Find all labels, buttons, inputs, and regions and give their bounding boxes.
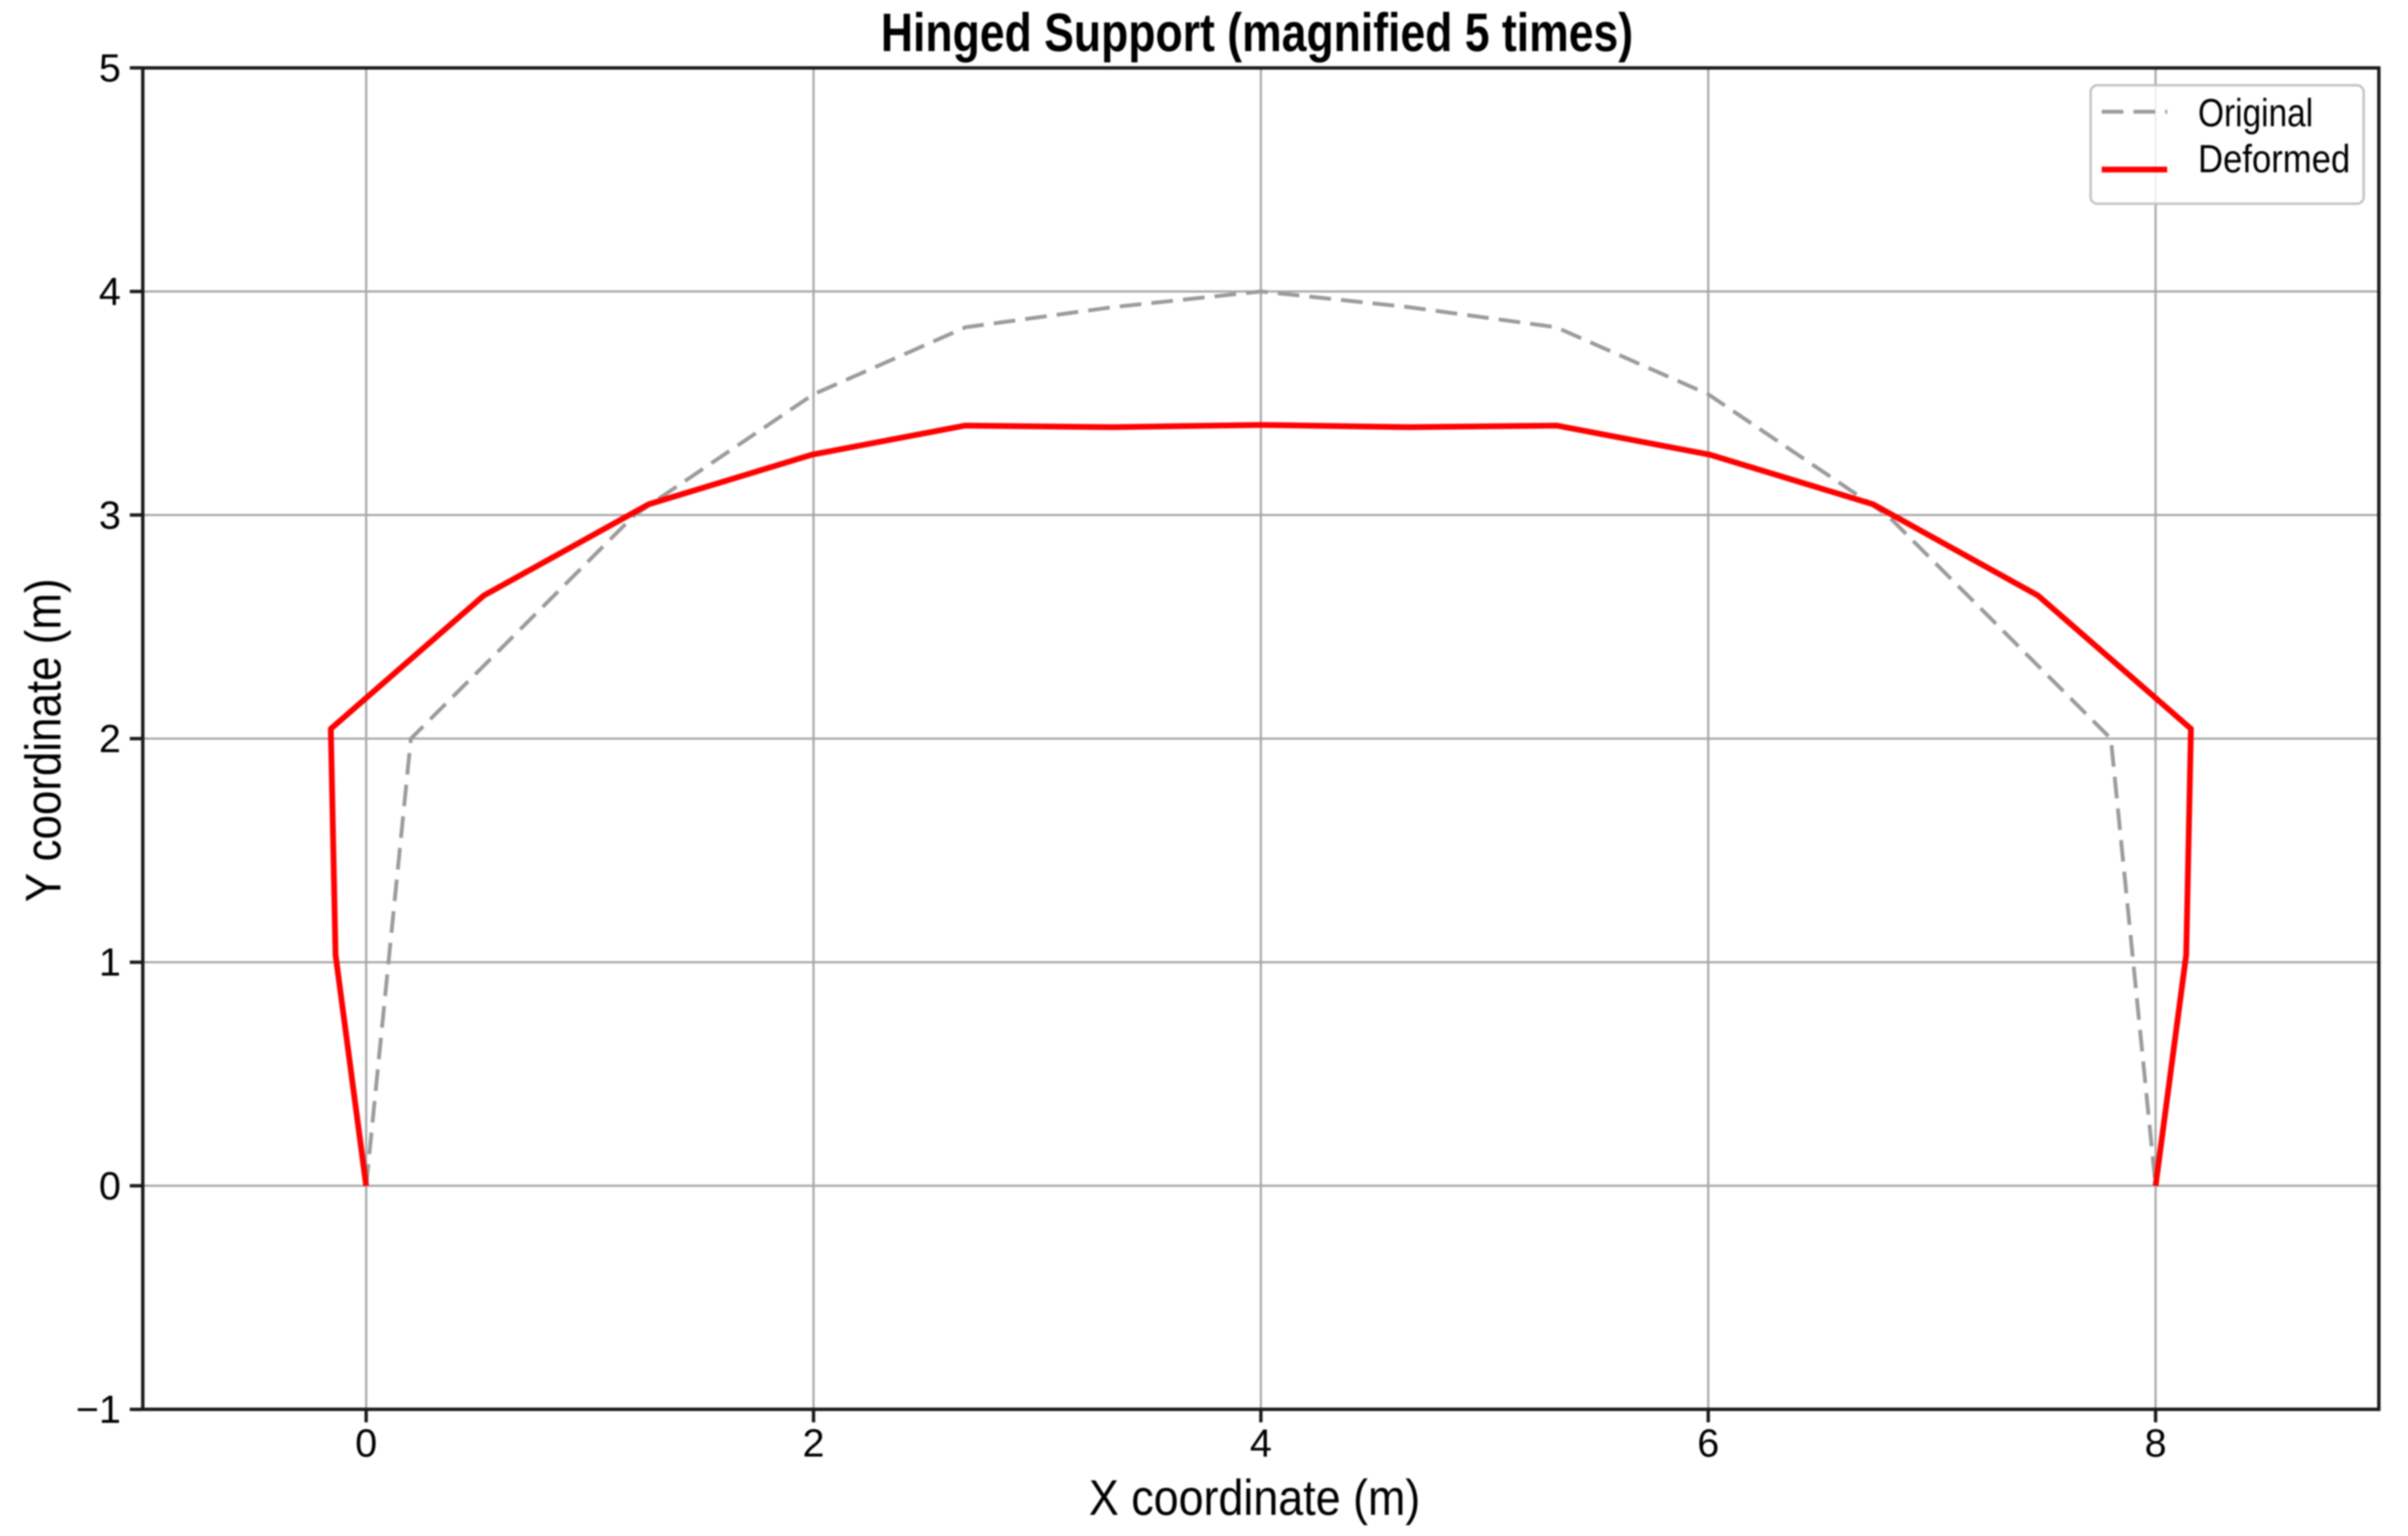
svg-text:0: 0 (355, 1421, 377, 1465)
svg-text:5: 5 (99, 46, 121, 90)
svg-text:8: 8 (2145, 1421, 2167, 1465)
svg-text:1: 1 (99, 941, 121, 985)
svg-text:X coordinate (m): X coordinate (m) (1089, 1470, 1420, 1526)
svg-text:Hinged Support (magnified 5 ti: Hinged Support (magnified 5 times) (881, 2, 1633, 63)
svg-text:4: 4 (99, 270, 121, 314)
svg-text:0: 0 (99, 1164, 121, 1208)
svg-text:4: 4 (1250, 1421, 1272, 1465)
svg-text:Y coordinate (m): Y coordinate (m) (16, 578, 72, 902)
svg-text:Original: Original (2198, 91, 2313, 135)
svg-text:3: 3 (99, 493, 121, 537)
svg-text:Deformed: Deformed (2198, 137, 2350, 181)
svg-text:2: 2 (802, 1421, 824, 1465)
svg-text:6: 6 (1697, 1421, 1719, 1465)
svg-text:−1: −1 (76, 1388, 121, 1431)
svg-text:2: 2 (99, 717, 121, 761)
